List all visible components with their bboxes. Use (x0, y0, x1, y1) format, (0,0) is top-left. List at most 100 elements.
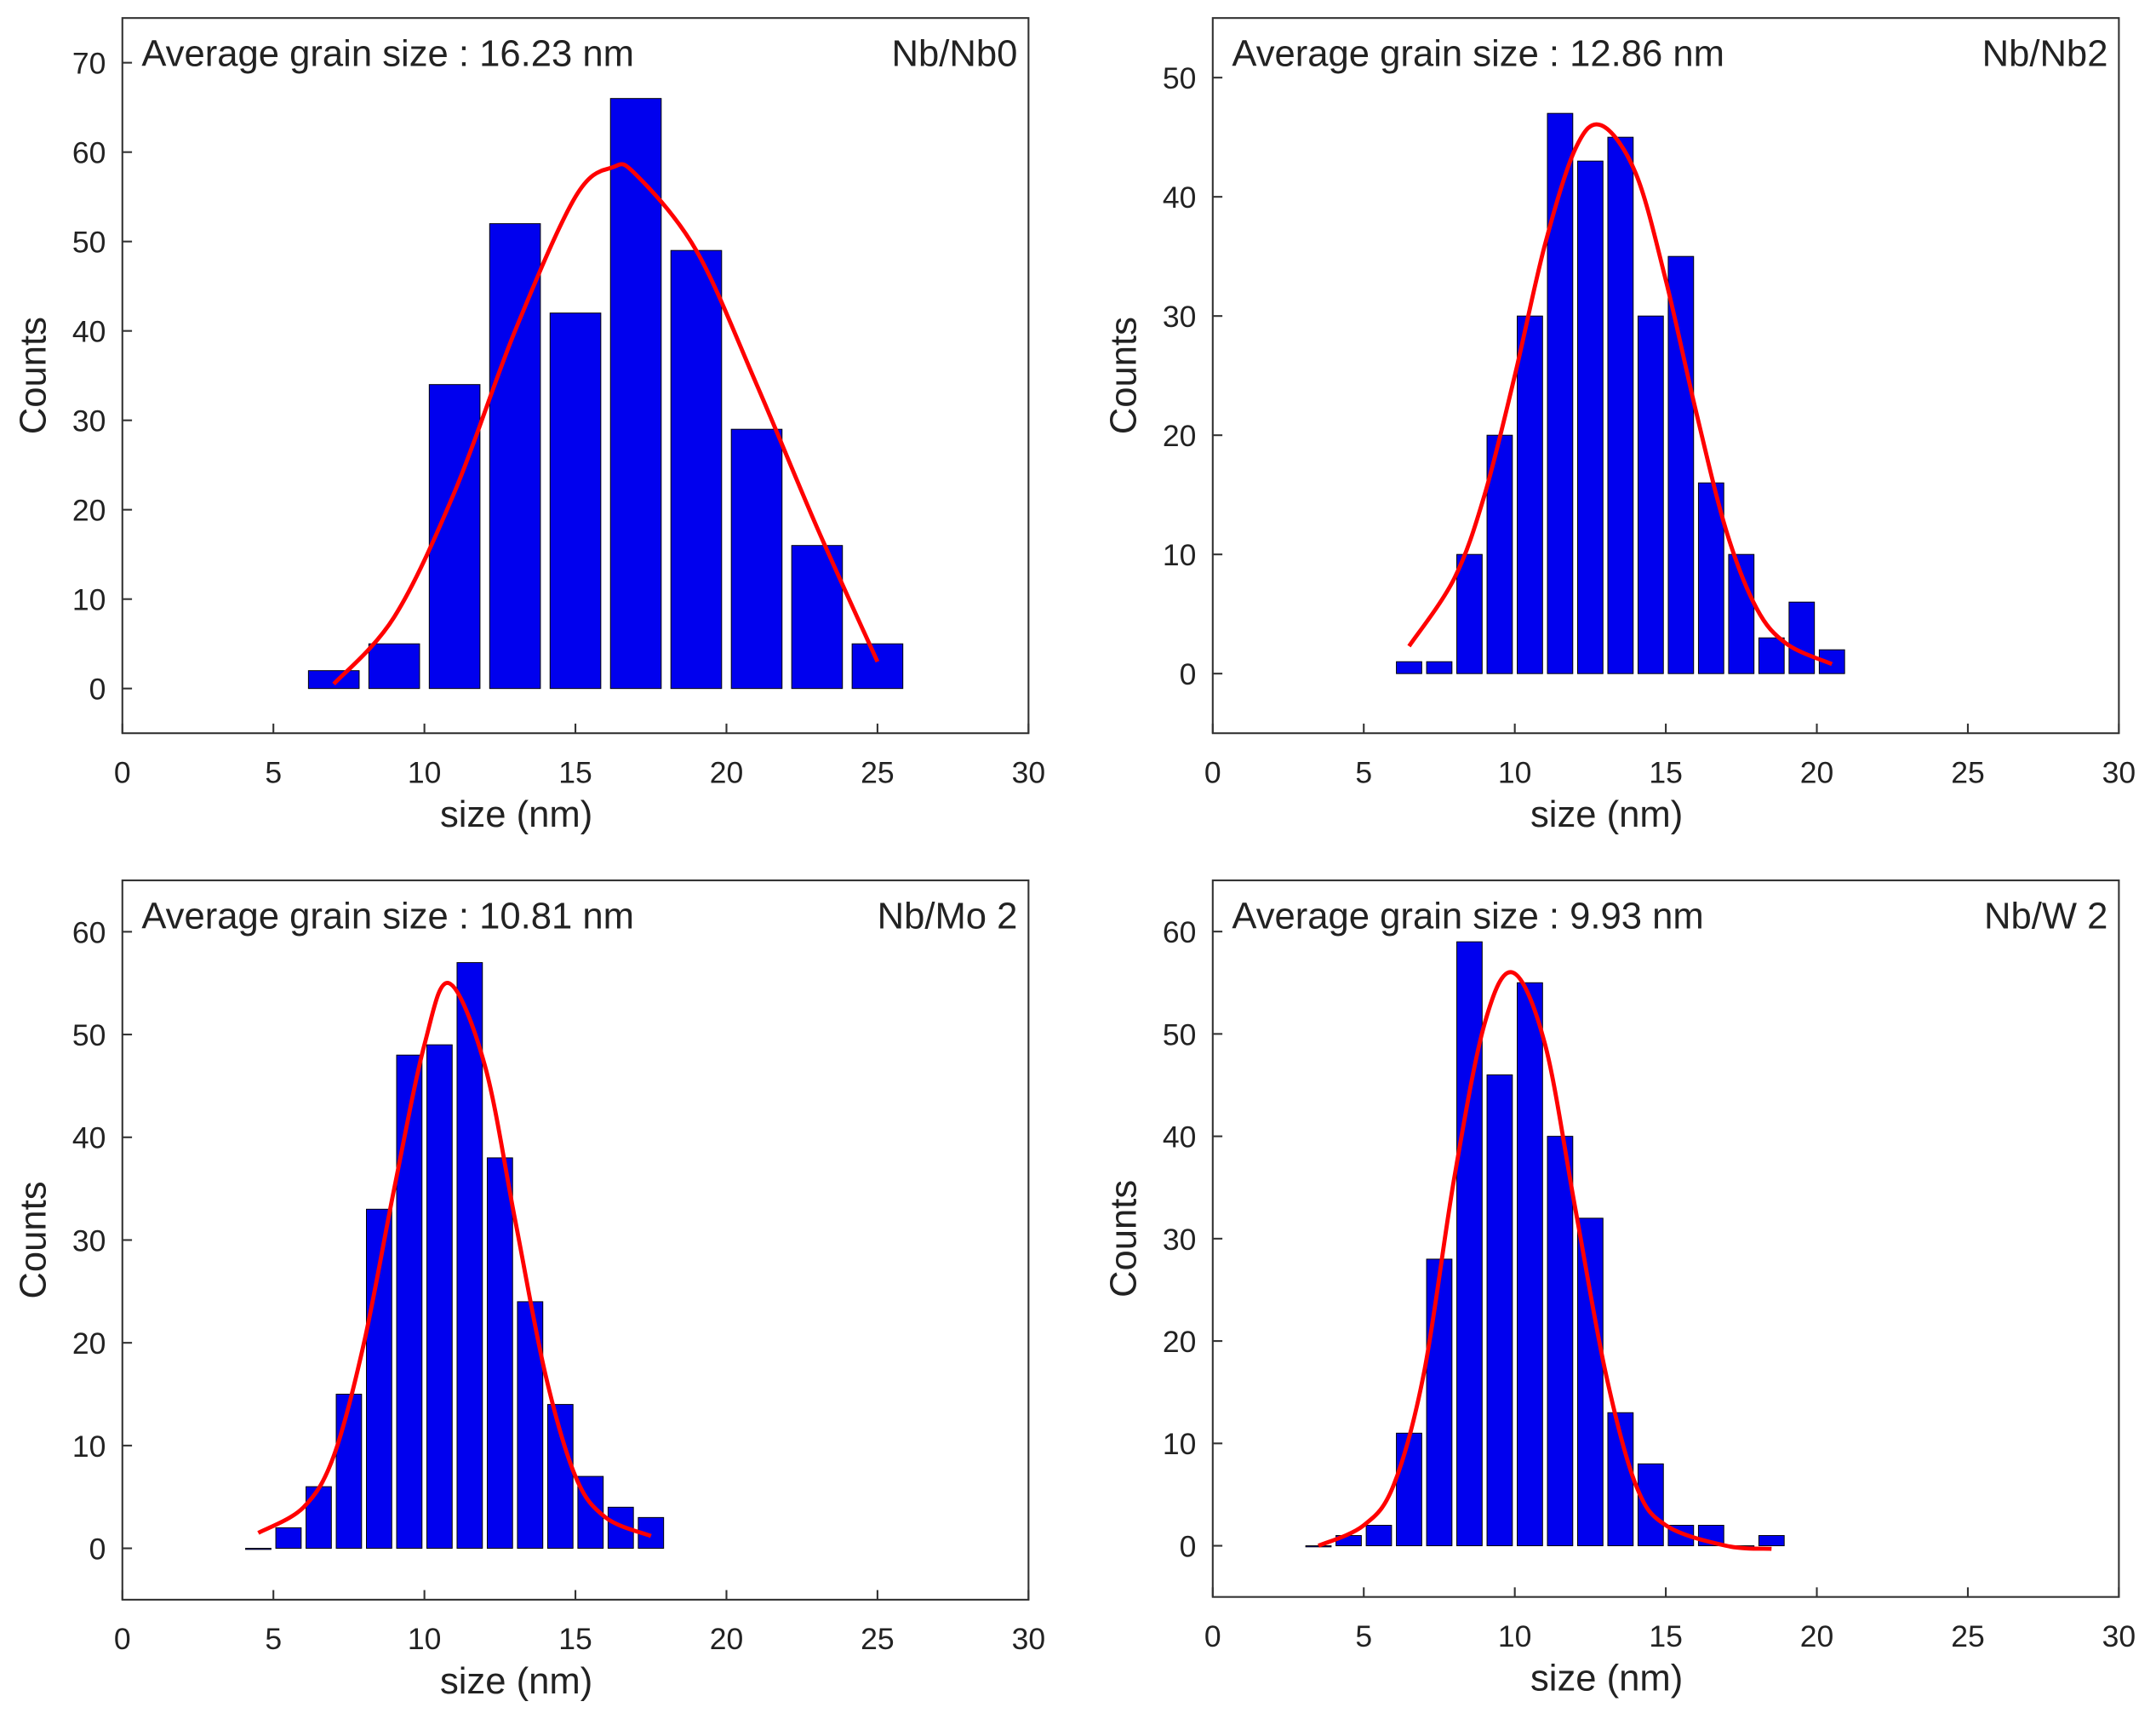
x-axis-label: size (nm) (1530, 794, 1683, 835)
bar (245, 1548, 272, 1550)
x-tick-label: 0 (1204, 755, 1221, 789)
x-tick-label: 10 (408, 755, 442, 789)
sample-label: Nb/Nb0 (892, 34, 1018, 75)
x-tick-label: 15 (1649, 1619, 1683, 1653)
bar (1758, 1535, 1785, 1547)
annotation: Average grain size : 10.81 nm (141, 897, 634, 937)
bar (486, 1157, 513, 1550)
y-tick-label: 60 (72, 915, 106, 949)
bar (1637, 1463, 1664, 1547)
bar (670, 249, 723, 690)
bar (428, 384, 481, 690)
x-tick-label: 5 (265, 1622, 282, 1656)
x-tick-label: 5 (265, 755, 282, 789)
y-tick-label: 50 (72, 226, 106, 260)
bar (1517, 982, 1543, 1547)
bar (1547, 1136, 1574, 1547)
y-tick-label: 60 (72, 136, 106, 170)
x-tick-label: 20 (1800, 1619, 1834, 1653)
bar (1426, 1258, 1453, 1547)
bar (1667, 255, 1695, 674)
subplot: 0 5 10 15 20 25 30 0 10 20 30 40 50 60 size (nm) Counts… (13, 879, 1045, 1702)
bar (1758, 637, 1785, 674)
x-tick-label: 25 (1951, 1619, 1985, 1653)
x-tick-label: 5 (1355, 1619, 1372, 1653)
bar (489, 223, 541, 690)
x-tick-label: 5 (1355, 755, 1372, 789)
y-tick-label: 10 (1163, 1427, 1197, 1461)
x-tick-label: 25 (1951, 755, 1985, 789)
sample-label: Nb/Nb2 (1982, 34, 2108, 75)
bar (368, 643, 420, 690)
bar (1637, 315, 1664, 674)
y-axis-label: Counts (13, 317, 54, 434)
y-tick-label: 40 (1163, 180, 1197, 215)
x-tick-label: 25 (861, 1622, 895, 1656)
x-tick-label: 25 (861, 755, 895, 789)
x-tick-label: 20 (710, 755, 744, 789)
bar (1456, 553, 1483, 674)
x-tick-label: 20 (1800, 755, 1834, 789)
x-tick-label: 0 (114, 755, 131, 789)
bar (335, 1394, 363, 1550)
bar (1365, 1525, 1393, 1547)
x-tick-label: 0 (114, 1622, 131, 1656)
x-tick-label: 15 (558, 755, 592, 789)
y-tick-label: 20 (72, 1326, 106, 1361)
bar (307, 670, 360, 690)
y-tick-label: 10 (1163, 538, 1197, 572)
x-tick-label: 10 (1498, 1619, 1532, 1653)
y-tick-label: 10 (72, 1429, 106, 1464)
x-tick-label: 10 (1498, 755, 1532, 789)
x-tick-label: 20 (710, 1622, 744, 1656)
plot-frame (1211, 17, 2120, 735)
y-tick-label: 20 (72, 494, 106, 528)
bar (1396, 1432, 1422, 1547)
fit-curve (332, 162, 880, 686)
bar (851, 643, 904, 690)
y-tick-label: 10 (72, 583, 106, 617)
bar (1607, 136, 1634, 674)
y-tick-label: 20 (1163, 1325, 1197, 1359)
y-tick-label: 0 (89, 673, 106, 707)
subplot: 0 5 10 15 20 25 30 0 10 20 30 40 50 size (nm) Counts Av… (1103, 17, 2136, 835)
x-tick-label: 0 (1204, 1619, 1221, 1653)
y-axis-label: Counts (13, 1181, 54, 1298)
y-tick-label: 20 (1163, 419, 1197, 453)
y-tick-label: 40 (1163, 1120, 1197, 1154)
fit-curve (1318, 970, 1772, 1551)
bar (638, 1516, 665, 1550)
bar (456, 962, 483, 1550)
y-tick-label: 30 (72, 1223, 106, 1258)
bar (1396, 661, 1422, 674)
y-axis-label: Counts (1103, 317, 1144, 434)
plot-frame (1211, 879, 2120, 1598)
y-tick-label: 0 (1180, 1529, 1197, 1563)
sample-label: Nb/Mo 2 (878, 897, 1018, 937)
y-tick-label: 0 (89, 1532, 106, 1566)
y-tick-label: 30 (1163, 1223, 1197, 1257)
y-tick-label: 30 (1163, 300, 1197, 334)
bar (275, 1527, 302, 1550)
y-tick-label: 50 (1163, 61, 1197, 95)
y-tick-label: 50 (1163, 1017, 1197, 1051)
x-axis-label: size (nm) (440, 794, 592, 835)
y-tick-label: 70 (72, 47, 106, 81)
y-tick-label: 50 (72, 1018, 106, 1052)
annotation: Average grain size : 9.93 nm (1232, 897, 1703, 937)
x-tick-label: 10 (408, 1622, 442, 1656)
bar (396, 1054, 423, 1550)
y-tick-label: 0 (1180, 657, 1197, 691)
bar (609, 98, 662, 690)
bar (730, 428, 783, 690)
subplot: 0 5 10 15 20 25 30 0 10 20 30 40 50 60 70 size (nm) Coun… (13, 17, 1045, 835)
bar (1576, 1217, 1604, 1547)
bar (426, 1044, 453, 1550)
bar (1456, 941, 1483, 1547)
x-tick-label: 15 (558, 1622, 592, 1656)
bar (1305, 1545, 1332, 1548)
y-tick-label: 40 (72, 1121, 106, 1155)
x-tick-label: 15 (1649, 755, 1683, 789)
